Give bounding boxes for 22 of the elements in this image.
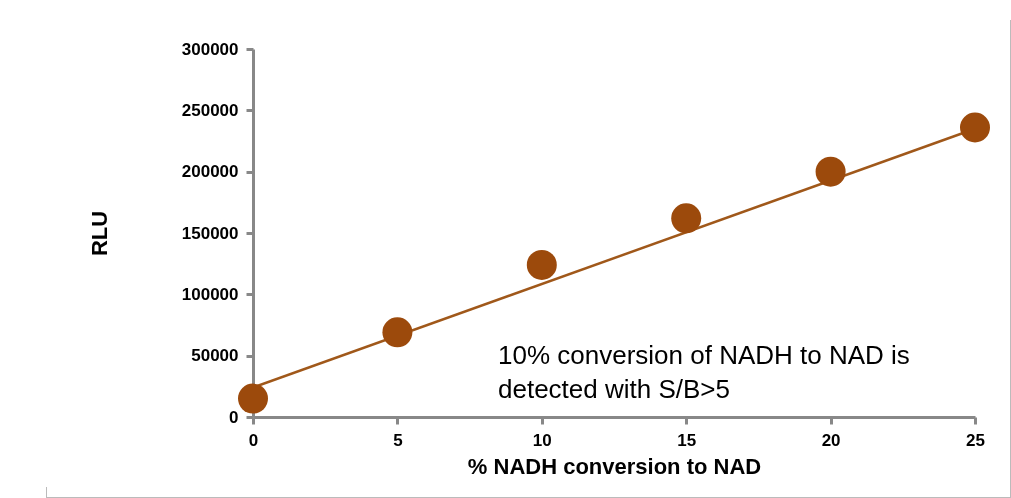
y-tick-label: 50000 bbox=[191, 346, 239, 366]
point bbox=[960, 112, 990, 143]
y-tick-label: 200000 bbox=[181, 162, 239, 182]
annotation: 10% conversion of NADH to NAD is detected with S/B>5 bbox=[498, 339, 911, 406]
point bbox=[238, 383, 268, 414]
x-tick-label: 20 bbox=[821, 430, 841, 450]
point bbox=[671, 203, 702, 234]
point bbox=[382, 317, 413, 348]
x-axis-title: % NADH conversion to NAD bbox=[467, 453, 762, 479]
y-tick-label: 300000 bbox=[181, 39, 239, 59]
point bbox=[526, 249, 557, 280]
x-tick-label: 25 bbox=[966, 430, 985, 450]
point bbox=[815, 156, 846, 187]
x-tick-label: 15 bbox=[677, 430, 697, 450]
x-tick-label: 5 bbox=[393, 430, 403, 450]
x-tick-label: 10 bbox=[532, 430, 552, 450]
y-tick-label: 250000 bbox=[181, 100, 239, 120]
y-tick-label: 150000 bbox=[181, 223, 239, 243]
x-tick-label: 0 bbox=[248, 430, 259, 450]
y-tick-label: 100000 bbox=[181, 284, 239, 304]
y-tick-label: 0 bbox=[229, 407, 239, 427]
y-axis-title: RLU bbox=[86, 210, 112, 257]
